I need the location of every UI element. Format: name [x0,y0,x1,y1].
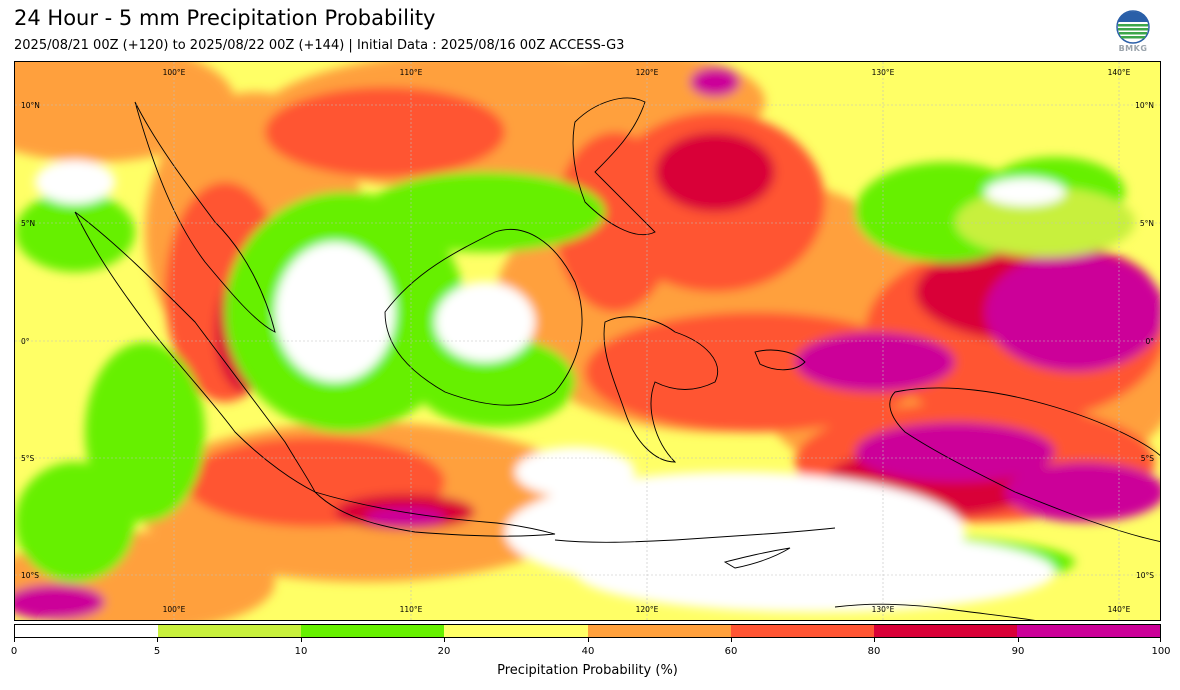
java-coast [314,491,556,537]
latitude-label-right: 0° [1145,337,1154,346]
colorbar-tick-label: 90 [1011,646,1025,657]
colorbar-segment [444,625,588,637]
logo-caption: BMKG [1118,44,1148,53]
colorbar-segment [1016,625,1160,637]
longitude-label-top: 130°E [872,68,895,77]
longitude-label-bottom: 100°E [163,605,186,614]
map-subtitle: 2025/08/21 00Z (+120) to 2025/08/22 00Z … [14,38,625,53]
longitude-label-bottom: 140°E [1108,605,1131,614]
colorbar-tick-label: 10 [294,646,308,657]
colorbar-tick-mark [301,638,302,642]
colorbar-segment [873,625,1017,637]
colorbar-segment [301,625,445,637]
colorbar-ticks: 0 5 10 20 40 60 80 90 100 [10,638,1171,658]
longitude-label-bottom: 130°E [872,605,895,614]
colorbar-title: Precipitation Probability (%) [497,663,678,678]
longitude-label-top: 140°E [1108,68,1131,77]
australia-coast [834,603,1036,620]
colorbar-tick-mark [1018,638,1019,642]
colorbar-tick-mark [157,638,158,642]
colorbar-tick-label: 20 [437,646,451,657]
latitude-label-left: 5°S [21,454,35,463]
latitude-label-left: 0° [21,337,30,346]
timor-coast [723,547,791,569]
map-canvas: 100°E 100°E 110°E 110°E 120°E 120°E 130°E 130°E… [15,62,1160,620]
colorbar-segment [15,625,159,637]
longitude-label-top: 120°E [636,68,659,77]
colorbar-segment [158,625,302,637]
colorbar-tick-label: 5 [153,646,161,657]
colorbar-tick-mark [1160,638,1161,642]
maluku-coast [754,349,806,371]
colorbar-tick-label: 80 [867,646,881,657]
latitude-label-right: 10°S [1136,571,1154,580]
sulawesi-coast [603,316,719,463]
latitude-label-right: 5°N [1140,219,1154,228]
map-title: 24 Hour - 5 mm Precipitation Probability [14,6,436,30]
latitude-label-right: 10°N [1135,101,1154,110]
precipitation-map: 100°E 100°E 110°E 110°E 120°E 120°E 130°E 130°E… [14,61,1161,621]
latitude-label-right: 5°S [1141,454,1155,463]
latitude-label-left: 5°N [21,219,35,228]
malay-peninsula-coast [134,101,276,333]
colorbar-tick-mark [731,638,732,642]
coastlines [74,97,1160,620]
longitude-label-top: 110°E [400,68,423,77]
colorbar-tick-label: 0 [10,646,18,657]
colorbar-segment [730,625,874,637]
new-guinea-coast [889,387,1160,543]
colorbar-segment [587,625,731,637]
colorbar-tick-mark [588,638,589,642]
lesser-sunda-coast [554,527,836,543]
colorbar-tick-mark [874,638,875,642]
colorbar-tick-mark [14,638,15,642]
colorbar-tick-label: 60 [724,646,738,657]
philippines-coast [572,97,656,236]
colorbar-tick-mark [444,638,445,642]
borneo-coast [384,229,583,406]
longitude-label-bottom: 120°E [636,605,659,614]
latitude-label-left: 10°S [21,571,39,580]
longitude-label-top: 100°E [163,68,186,77]
graticule-labels: 100°E 100°E 110°E 110°E 120°E 120°E 130°E 130°E… [21,68,1154,614]
bmkg-logo-icon [1113,10,1153,56]
graticule [15,62,1160,620]
colorbar [14,624,1161,638]
latitude-label-left: 10°N [21,101,40,110]
colorbar-tick-label: 100 [1151,646,1171,657]
colorbar-tick-label: 40 [581,646,595,657]
longitude-label-bottom: 110°E [400,605,423,614]
